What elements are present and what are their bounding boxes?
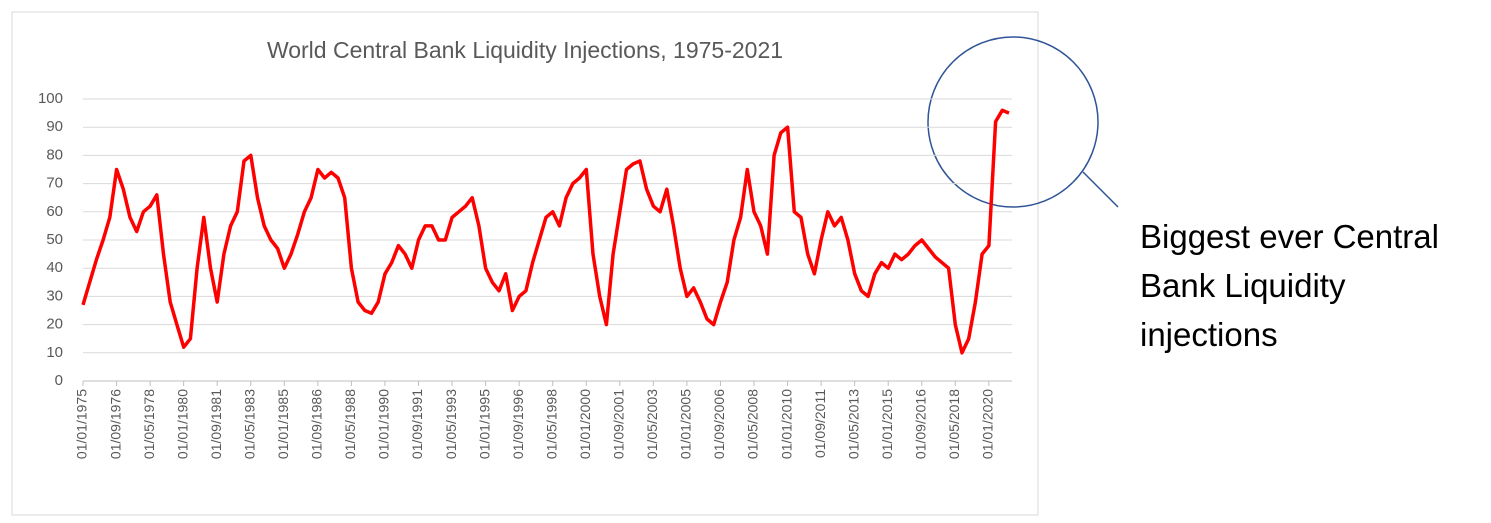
x-tick-label: 01/05/1993 <box>443 389 459 459</box>
x-tick-label: 01/09/2006 <box>711 389 727 459</box>
chart-title: World Central Bank Liquidity Injections,… <box>267 37 783 63</box>
y-tick-label: 50 <box>46 231 63 248</box>
y-tick-label: 0 <box>55 372 63 389</box>
x-tick-label: 01/01/2005 <box>678 389 694 459</box>
x-tick-label: 01/05/2008 <box>745 389 761 459</box>
x-tick-label: 01/05/1988 <box>342 389 358 459</box>
x-tick-label: 01/09/2011 <box>812 389 828 458</box>
callout-line <box>1082 171 1119 208</box>
y-tick-label: 30 <box>46 287 63 304</box>
y-tick-label: 40 <box>46 259 63 276</box>
x-tick-label: 01/05/2018 <box>946 389 962 459</box>
x-tick-label: 01/05/1998 <box>543 389 559 459</box>
line-series <box>81 108 1010 355</box>
x-tick-label: 01/01/2015 <box>879 389 895 459</box>
x-tick-label: 01/01/1980 <box>174 389 190 459</box>
x-tick-label: 01/01/1975 <box>74 389 90 459</box>
y-tick-label: 60 <box>46 203 63 220</box>
x-tick-label: 01/09/1986 <box>309 389 325 459</box>
x-tick-label: 01/05/2003 <box>644 389 660 459</box>
x-tick-label: 01/09/2001 <box>611 389 627 459</box>
y-tick-label: 80 <box>46 146 63 163</box>
x-tick-label: 01/01/2020 <box>980 389 996 459</box>
y-tick-label: 20 <box>46 316 63 333</box>
x-tick-label: 01/09/1976 <box>107 389 123 459</box>
y-tick-label: 90 <box>46 118 63 135</box>
x-tick-label: 01/01/1985 <box>275 389 291 459</box>
y-tick-label: 100 <box>38 90 63 107</box>
x-tick-label: 01/05/2013 <box>845 389 861 459</box>
x-tick-label: 01/05/1978 <box>141 389 157 459</box>
chart-frame <box>11 11 1039 516</box>
x-tick-label: 01/01/1995 <box>476 389 492 459</box>
x-tick-label: 01/09/2016 <box>912 389 928 459</box>
y-tick-label: 10 <box>46 344 63 361</box>
y-tick-label: 70 <box>46 175 63 192</box>
x-tick-label: 01/01/2010 <box>778 389 794 459</box>
highlight-circle <box>927 36 1099 208</box>
x-tick-label: 01/09/1981 <box>208 389 224 459</box>
x-tick-label: 01/09/1996 <box>510 389 526 459</box>
x-tick-label: 01/01/1990 <box>376 389 392 459</box>
x-tick-label: 01/05/1983 <box>241 389 257 459</box>
x-tick-label: 01/01/2000 <box>577 389 593 459</box>
annotation: Biggest ever Central Bank Liquidity inje… <box>1140 218 1439 353</box>
x-tick-label: 01/09/1991 <box>409 389 425 459</box>
